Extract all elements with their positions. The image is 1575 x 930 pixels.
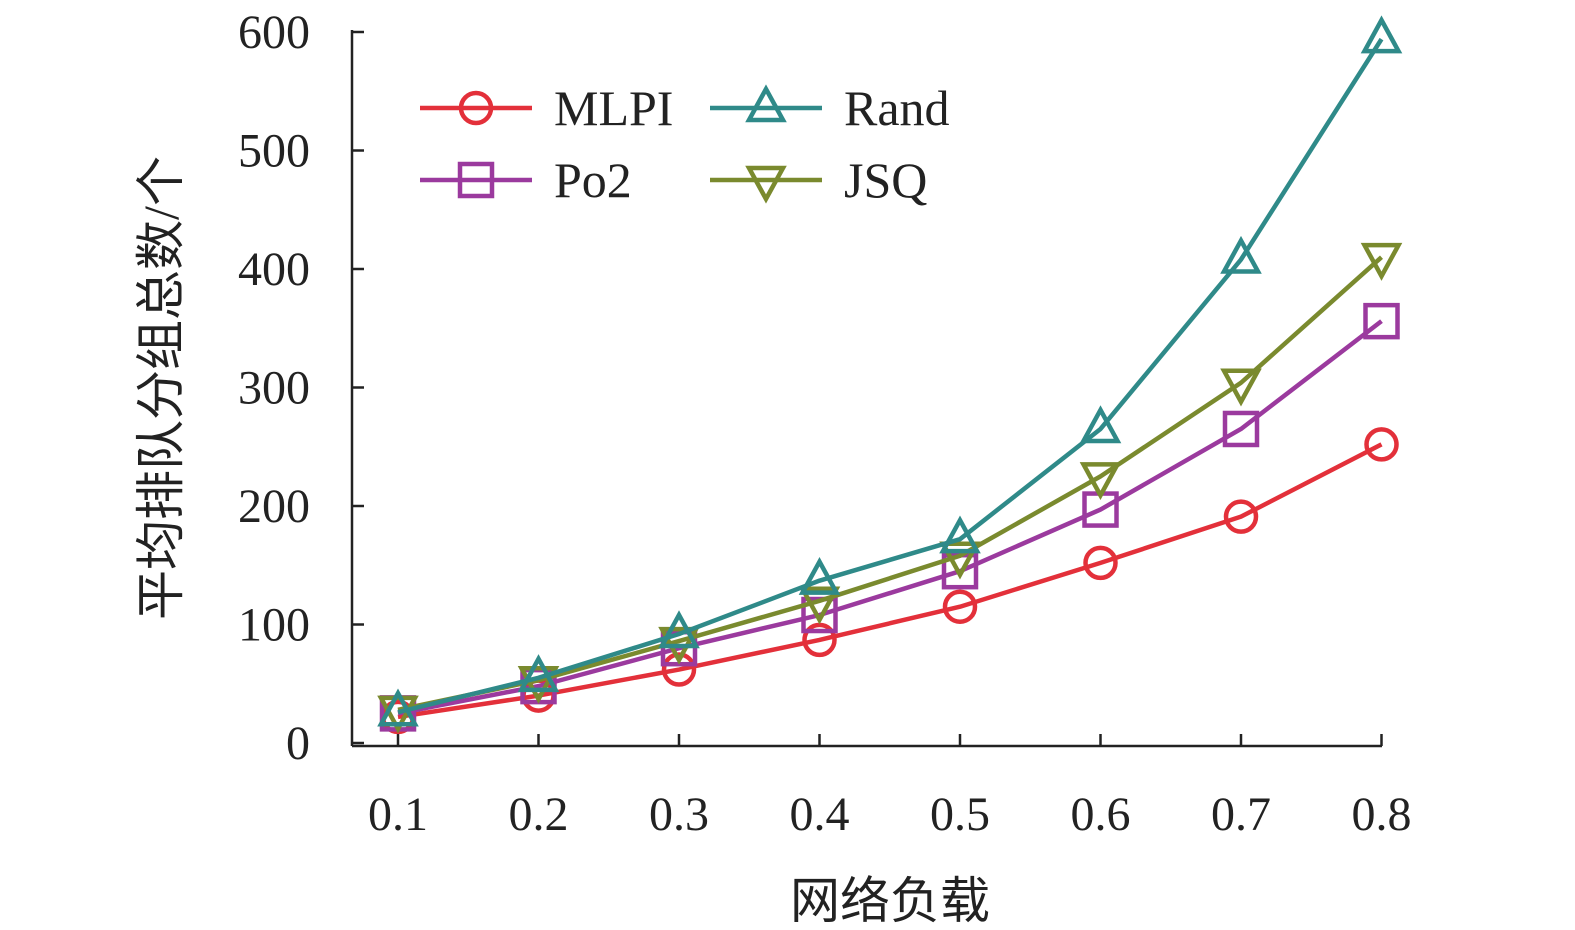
data-point-rand — [939, 515, 981, 554]
data-point-jsq — [939, 541, 981, 580]
y-tick-label: 400 — [238, 243, 310, 296]
series-line-rand — [397, 37, 1384, 715]
data-point-jsq — [798, 586, 841, 625]
legend-label-po2: Po2 — [554, 152, 632, 208]
data-point-jsq — [517, 665, 560, 704]
legend-label-rand: Rand — [844, 80, 950, 136]
x-tick-label: 0.6 — [1071, 788, 1131, 841]
legend-label-jsq: JSQ — [844, 152, 927, 208]
legend-marker-jsq — [745, 165, 787, 204]
x-tick-label: 0.1 — [368, 788, 428, 841]
legend-item-jsq: JSQ — [710, 152, 927, 208]
legend: MLPI Po2 Rand JSQ — [420, 80, 950, 208]
data-point-mlpi — [1223, 499, 1259, 534]
x-tick-label: 0.5 — [930, 788, 990, 841]
data-point-po2 — [1363, 302, 1400, 340]
x-axis-label: 网络负载 — [790, 873, 990, 929]
data-point-rand — [1079, 405, 1122, 444]
y-tick-label: 500 — [238, 125, 310, 178]
data-point-mlpi — [1083, 545, 1118, 581]
series-line-jsq — [397, 255, 1383, 713]
x-tick-label: 0.7 — [1211, 788, 1271, 841]
data-point-rand — [798, 556, 841, 595]
series-jsq — [377, 242, 1403, 734]
data-point-rand — [1220, 235, 1262, 274]
series-line-mlpi — [397, 442, 1383, 720]
data-point-mlpi — [942, 589, 978, 624]
legend-marker-mlpi — [458, 90, 494, 126]
y-tick-label: 0 — [286, 717, 310, 770]
series-rand — [377, 15, 1403, 727]
data-point-mlpi — [1364, 427, 1399, 462]
axes: 0 100 200 300 400 500 600 0.1 0.2 0.3 0.4 0.5 0.6 0.7… — [238, 6, 1412, 841]
y-tick-label: 300 — [238, 362, 310, 415]
y-tick-label: 600 — [238, 6, 310, 59]
y-axis-label: 平均排队分组总数/个 — [133, 156, 189, 620]
x-tick-label: 0.2 — [509, 788, 569, 841]
data-point-jsq — [1220, 368, 1262, 407]
series-line-po2 — [397, 319, 1383, 716]
series-group — [377, 15, 1403, 735]
x-tick-label: 0.3 — [649, 788, 709, 841]
legend-item-rand: Rand — [710, 80, 950, 136]
legend-item-po2: Po2 — [420, 152, 632, 208]
data-point-jsq — [1079, 462, 1122, 501]
data-point-jsq — [1360, 242, 1403, 281]
data-point-po2 — [1222, 410, 1260, 448]
legend-marker-po2 — [457, 161, 495, 199]
legend-marker-rand — [745, 84, 787, 123]
data-point-rand — [377, 688, 419, 727]
data-point-rand — [517, 654, 560, 693]
legend-label-mlpi: MLPI — [554, 80, 673, 136]
data-point-mlpi — [661, 652, 697, 687]
legend-item-mlpi: MLPI — [420, 80, 673, 136]
data-point-rand — [658, 610, 700, 649]
x-tick-label: 0.4 — [790, 788, 850, 841]
data-point-mlpi — [802, 622, 837, 658]
data-point-rand — [1360, 15, 1403, 54]
y-tick-label: 200 — [238, 480, 310, 533]
x-tick-label: 0.8 — [1352, 788, 1412, 841]
y-tick-label: 100 — [238, 599, 310, 652]
